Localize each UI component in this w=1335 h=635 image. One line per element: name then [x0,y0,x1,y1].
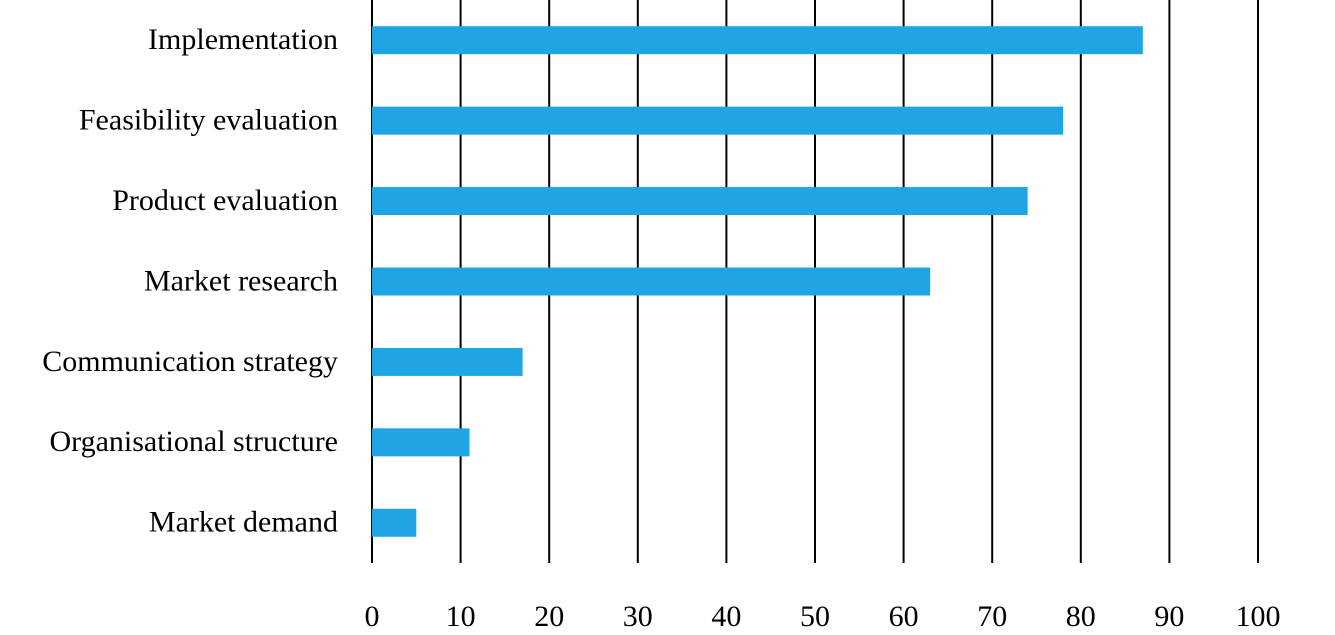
x-tick-label: 50 [800,600,830,633]
y-tick-label: Organisational structure [49,425,338,458]
bar [372,187,1028,216]
x-tick-label: 100 [1236,600,1281,633]
x-tick-label: 30 [623,600,653,633]
x-tick-label: 80 [1066,600,1096,633]
y-tick-label: Market research [144,264,338,297]
x-tick-label: 0 [365,600,380,633]
x-tick-label: 90 [1154,600,1184,633]
x-tick-label: 10 [446,600,476,633]
bar [372,508,417,537]
y-tick-label: Feasibility evaluation [79,104,338,137]
bar [372,428,470,457]
x-tick-label: 60 [889,600,919,633]
x-tick-label: 20 [534,600,564,633]
y-tick-label: Market demand [149,506,338,539]
x-tick-label: 40 [711,600,741,633]
y-tick-label: Communication strategy [42,345,338,378]
bar [372,26,1143,55]
y-tick-label: Implementation [148,23,338,56]
bar [372,347,523,376]
bar [372,267,931,296]
y-tick-label: Product evaluation [112,184,338,217]
bar [372,106,1064,135]
x-tick-label: 70 [977,600,1007,633]
